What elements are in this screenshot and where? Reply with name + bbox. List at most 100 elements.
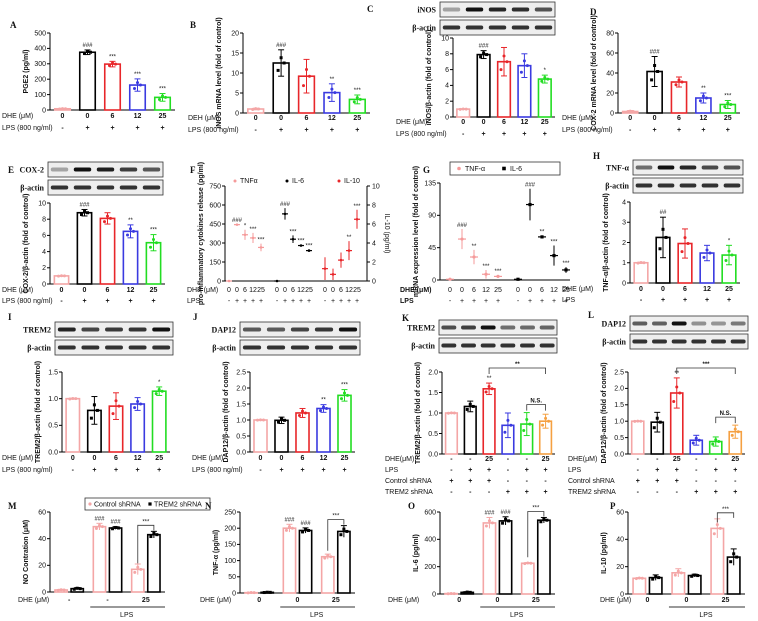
row-value: + [128,298,132,305]
data-point [302,84,305,88]
row-value: - [715,478,718,485]
blot-band [520,325,535,330]
panel-label: K [402,313,409,323]
bracket-label: *** [702,362,710,368]
data-point [625,110,629,114]
data-point [129,227,132,231]
y-tick-label: 20 [231,30,239,37]
data-point [714,438,718,442]
data-point [109,216,112,220]
legend-marker [285,179,289,183]
significance-label: * [244,224,247,230]
legend-marker [233,179,237,183]
y-tick-label: 4 [42,249,46,256]
row-value: + [496,298,500,305]
bar [253,419,268,453]
data-point [711,442,715,446]
data-point [139,567,143,571]
y-tick-label: 1.0 [48,396,58,403]
data-point [254,107,258,111]
data-point [291,237,295,241]
row-value: 25 [725,286,733,293]
row-label: LPS [400,298,414,305]
blot-label: β-actin [20,184,44,193]
y-tick-label: 100 [34,92,46,99]
panel-label: H [593,151,600,161]
blot-band [442,7,461,12]
group-label: 0 [646,597,650,604]
y-tick-label: 6 [445,67,449,74]
bar [282,527,297,594]
y-tick-label: 15 [231,50,239,57]
data-point [506,418,510,422]
row-value: 0 [280,455,284,462]
row-value: 12 [703,286,711,293]
bar [146,533,161,593]
bracket-label: *** [142,519,150,525]
blot-band [657,183,675,188]
row-value: + [151,298,155,305]
data-point [290,526,294,530]
blot-band [701,183,719,188]
blot-band [652,321,667,326]
row-value: 0 [61,113,65,120]
row-value: + [705,297,709,304]
blot-label: β-actin [605,182,629,191]
group-label: 0 [296,597,300,604]
y-tick-label: 1.5 [48,369,58,376]
row-value: + [92,467,96,474]
data-point [279,56,283,60]
y-tick-label: 600 [209,202,221,209]
y-tick-label: 40 [38,536,46,543]
blot-band [242,345,262,350]
blot-band [142,167,161,172]
data-point [246,591,250,595]
y-axis-label: NO Contration (μM) [23,520,30,585]
panel-label: L [588,310,594,320]
row-value: + [330,127,334,134]
significance-label: * [728,238,731,244]
western-blot-strip [438,319,558,336]
bar [78,51,97,111]
row-value: - [526,478,529,485]
y-tick-label: 200 [224,526,236,533]
row-value: 0 [461,119,465,126]
y-tick-label: 0.5 [428,431,438,438]
significance-label: ** [330,77,335,83]
row-value: 6 [502,119,506,126]
y-tick-label: 0 [232,590,236,597]
row-value: 25 [542,456,550,463]
x-axis-label: DHE (μM) [388,597,419,604]
row-value: 25 [353,115,361,122]
blot-band [290,327,310,332]
row-value: 0 [528,287,532,294]
row-value: + [460,298,464,305]
data-point [57,274,60,278]
data-point [92,403,96,407]
data-point [522,59,526,63]
data-point [355,217,359,221]
y-tick-label: 1.5 [428,390,438,397]
significance-bracket [527,511,545,558]
data-point [528,202,532,207]
bar [108,527,123,593]
data-point [499,68,503,72]
data-point [729,560,733,564]
data-point [301,409,304,413]
x-axis-label: DHE (μM) [18,597,49,604]
row-value: + [304,127,308,134]
row-value: 12 [297,287,305,294]
panel-I: I TREM2 β-actin 0.0 0.5 1.0 1.5 TREM2/β-actin (… [2,312,174,474]
significance-bracket [137,524,155,564]
data-point [484,272,488,276]
data-point [307,528,311,532]
data-point [552,253,556,258]
data-point [305,67,308,71]
y-tick-label: 0.5 [48,423,58,430]
data-point [679,571,683,575]
row-value: + [727,297,731,304]
data-point [325,406,328,410]
row-value: 25 [485,456,493,463]
row-value: - [72,467,75,474]
group-label: 0 [685,597,689,604]
